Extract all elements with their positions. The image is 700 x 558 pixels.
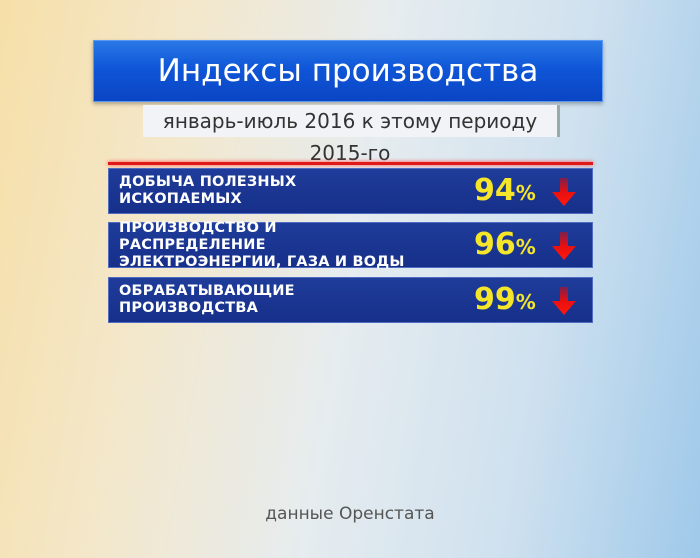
value-unit: % <box>515 181 536 205</box>
row-label-text: ДОБЫЧА ПОЛЕЗНЫХ ИСКОПАЕМЫХ <box>119 174 297 207</box>
row-value: 94% <box>474 169 536 215</box>
row-label: ПРОИЗВОДСТВО И РАСПРЕДЕЛЕНИЕ ЭЛЕКТРОЭНЕР… <box>119 220 419 270</box>
down-arrow-icon <box>552 232 576 260</box>
row-label-text: ПРОИЗВОДСТВО И РАСПРЕДЕЛЕНИЕ ЭЛЕКТРОЭНЕР… <box>119 219 405 270</box>
value-number: 94 <box>474 173 516 208</box>
down-arrow-icon <box>552 178 576 206</box>
row-label: ОБРАБАТЫВАЮЩИЕ ПРОИЗВОДСТВА <box>119 278 419 322</box>
value-number: 99 <box>474 282 516 317</box>
table-row: ДОБЫЧА ПОЛЕЗНЫХ ИСКОПАЕМЫХ 94% <box>108 168 593 214</box>
table-row: ОБРАБАТЫВАЮЩИЕ ПРОИЗВОДСТВА 99% <box>108 277 593 323</box>
source-note: данные Оренстата <box>265 504 435 524</box>
down-arrow-icon <box>552 287 576 315</box>
row-label-text: ОБРАБАТЫВАЮЩИЕ ПРОИЗВОДСТВА <box>119 283 295 316</box>
row-value: 99% <box>474 278 536 324</box>
row-label: ДОБЫЧА ПОЛЕЗНЫХ ИСКОПАЕМЫХ <box>119 169 419 213</box>
subtitle: январь-июль 2016 к этому периоду 2015-го <box>143 105 560 165</box>
table-row: ПРОИЗВОДСТВО И РАСПРЕДЕЛЕНИЕ ЭЛЕКТРОЭНЕР… <box>108 220 593 270</box>
row-value: 96% <box>474 223 536 269</box>
divider-line <box>108 162 593 165</box>
value-number: 96 <box>474 227 516 262</box>
value-unit: % <box>515 235 536 259</box>
value-unit: % <box>515 290 536 314</box>
title-banner: Индексы производства <box>93 40 603 102</box>
